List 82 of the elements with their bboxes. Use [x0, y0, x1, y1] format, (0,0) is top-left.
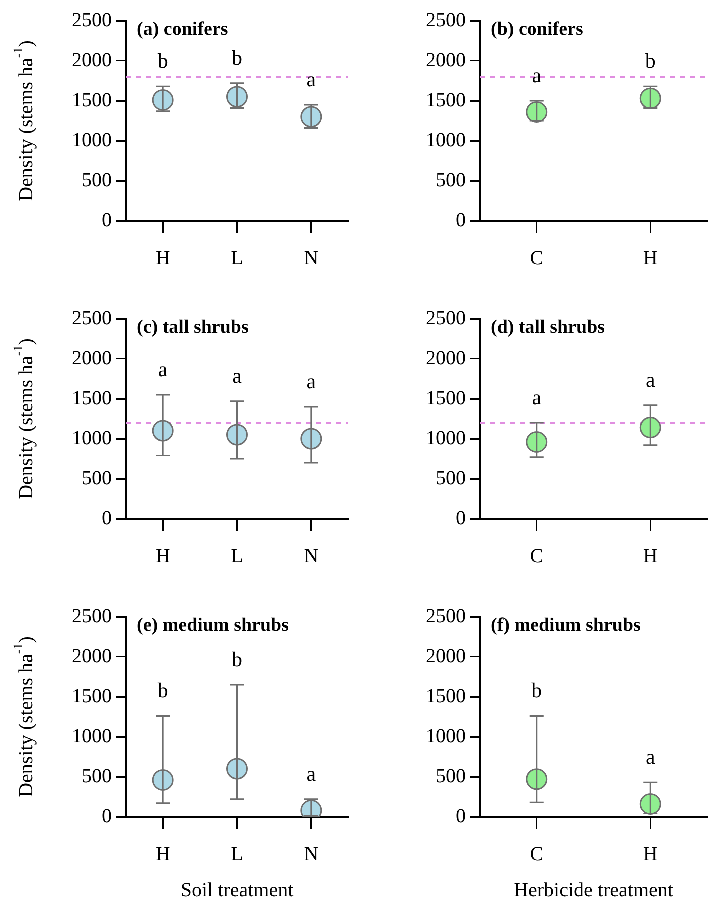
- chart-title: (b) conifers: [491, 18, 584, 40]
- y-tick-label: 1000: [72, 129, 112, 152]
- y-axis-title: Density (stems ha-1): [10, 636, 38, 798]
- annotation: a: [158, 358, 168, 382]
- y-tick-label: 2000: [426, 347, 466, 370]
- point: [152, 420, 174, 442]
- y-tick-label: 1000: [426, 129, 466, 152]
- y-tick-label: 1500: [426, 89, 466, 112]
- x-tick-label: N: [304, 545, 319, 568]
- x-tick-label: N: [304, 843, 319, 866]
- y-tick-label: 2500: [426, 605, 466, 628]
- x-tick-label: H: [643, 545, 658, 568]
- y-tick-label: 1000: [72, 427, 112, 450]
- y-tick-label: 2000: [72, 49, 112, 72]
- annotation: a: [306, 370, 317, 394]
- y-tick-label: 500: [82, 169, 112, 192]
- annotation: b: [232, 648, 242, 672]
- x-tick-label: C: [530, 843, 544, 866]
- y-tick-label: 2500: [72, 605, 112, 628]
- y-tick-label: 2500: [72, 307, 112, 330]
- y-tick-label: 500: [436, 467, 466, 490]
- x-tick-label: H: [643, 247, 658, 270]
- y-tick-label: 1000: [72, 725, 112, 748]
- annotation: b: [645, 49, 656, 74]
- y-tick-label: 2500: [72, 9, 112, 32]
- y-tick-label: 2000: [426, 645, 466, 668]
- annotation: b: [232, 46, 242, 70]
- y-tick-label: 0: [456, 209, 466, 232]
- annotation: b: [158, 678, 168, 703]
- y-tick-label: 2500: [426, 307, 466, 330]
- point: [226, 424, 248, 446]
- x-tick-label: L: [231, 545, 244, 568]
- y-tick-label: 1500: [426, 685, 466, 708]
- y-tick-label: 0: [102, 507, 112, 530]
- annotation: a: [306, 762, 317, 786]
- y-tick-label: 0: [102, 805, 112, 828]
- x-tick-label: H: [156, 843, 170, 866]
- y-tick-label: 0: [456, 805, 466, 828]
- annotation: a: [232, 364, 243, 388]
- y-tick-label: 1000: [426, 725, 466, 748]
- y-tick-label: 0: [456, 507, 466, 530]
- x-tick-label: H: [156, 545, 170, 568]
- y-tick-label: 1500: [426, 387, 466, 410]
- y-tick-label: 500: [436, 765, 466, 788]
- x-tick-label: H: [643, 843, 658, 866]
- chart-title: (e) medium shrubs: [137, 614, 290, 636]
- y-tick-label: 500: [82, 467, 112, 490]
- y-tick-label: 1500: [72, 387, 112, 410]
- annotation: a: [306, 68, 317, 92]
- chart-title: (f) medium shrubs: [491, 614, 641, 636]
- y-tick-label: 1500: [72, 685, 112, 708]
- annotation: a: [532, 386, 542, 410]
- annotation: b: [158, 49, 168, 74]
- x-tick-label: L: [231, 843, 244, 866]
- y-axis-title: Density (stems ha-1): [10, 40, 38, 202]
- x-tick-label: C: [530, 545, 544, 568]
- x-axis-title: Soil treatment: [180, 879, 294, 902]
- y-tick-label: 500: [436, 169, 466, 192]
- x-axis-title: Herbicide treatment: [514, 879, 674, 902]
- chart-title: (a) conifers: [137, 18, 228, 40]
- y-tick-label: 0: [102, 209, 112, 232]
- x-tick-label: L: [231, 247, 244, 270]
- y-tick-label: 2000: [72, 347, 112, 370]
- y-tick-label: 500: [82, 765, 112, 788]
- y-tick-label: 2500: [426, 9, 466, 32]
- chart-title: (c) tall shrubs: [137, 316, 249, 338]
- x-tick-label: N: [304, 247, 319, 270]
- point: [226, 86, 248, 108]
- point: [152, 89, 174, 111]
- y-tick-label: 1500: [72, 89, 112, 112]
- annotation: a: [646, 745, 656, 770]
- annotation: b: [532, 678, 542, 703]
- x-tick-label: H: [156, 247, 170, 270]
- y-tick-label: 2000: [72, 645, 112, 668]
- annotation: a: [532, 64, 542, 88]
- point: [300, 428, 322, 450]
- x-tick-label: C: [530, 247, 544, 270]
- chart-title: (d) tall shrubs: [491, 316, 606, 338]
- y-axis-title: Density (stems ha-1): [10, 338, 38, 500]
- y-tick-label: 2000: [426, 49, 466, 72]
- annotation: a: [646, 368, 656, 392]
- y-tick-label: 1000: [426, 427, 466, 450]
